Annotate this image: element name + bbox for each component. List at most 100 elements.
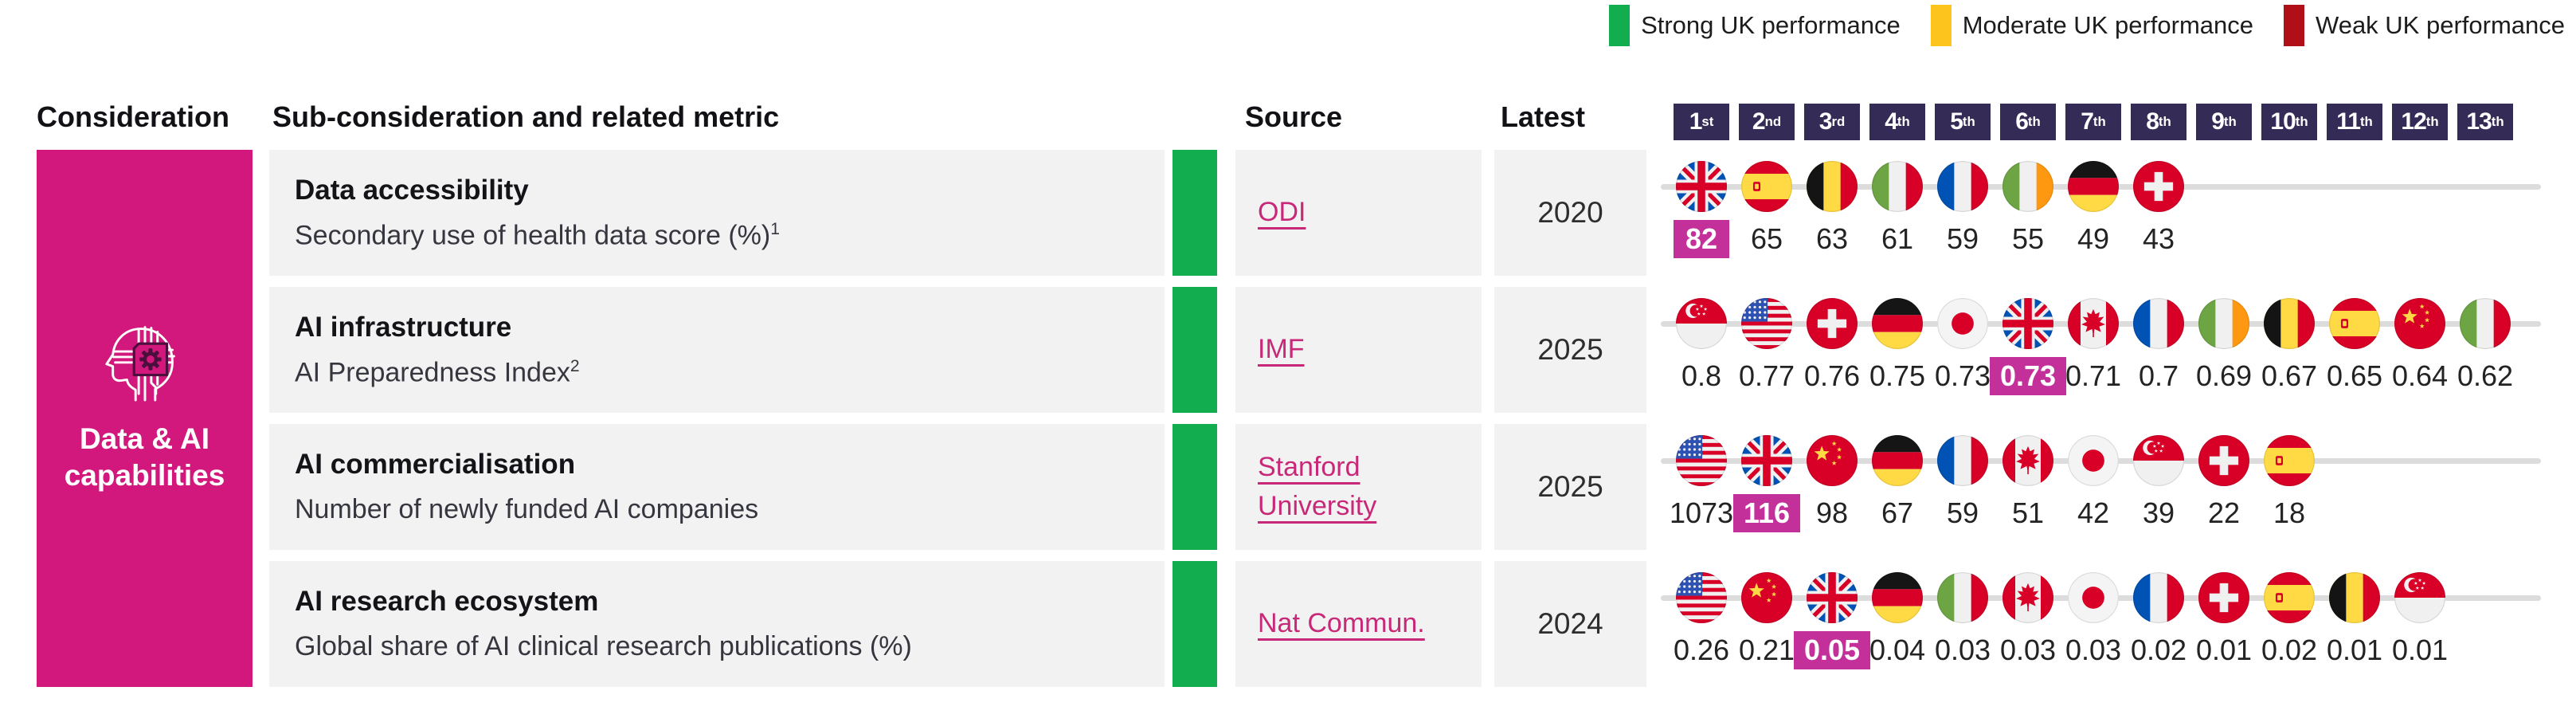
legend-item: Weak UK performance [2284,5,2565,46]
source-cell: ODI [1235,150,1482,276]
flag-it-icon [1937,572,1988,623]
legend-label: Weak UK performance [2316,11,2565,39]
source-link[interactable]: Nat Commun. [1258,608,1425,639]
sub-consideration-cell: Data accessibility Secondary use of heal… [269,150,1165,276]
rank-value: 39 [2142,496,2175,529]
flag-ch-icon [2198,572,2249,623]
flag-be-icon [1807,161,1858,212]
ranking-strip: 0.8 0.77 0.76 0.75 0.73 [1661,287,2562,413]
rank-value: 0.02 [2261,634,2318,666]
ranking-entry: 0.03 [2000,561,2056,669]
flag-ch-icon [1807,298,1858,349]
legend-label: Moderate UK performance [1962,11,2253,39]
rank-value: 0.75 [1869,359,1926,392]
flag-es-icon [2264,435,2315,486]
rank-value: 0.71 [2065,359,2122,392]
rank-value-uk-highlight: 0.05 [1793,631,1871,669]
source-cell: Nat Commun. [1235,561,1482,687]
ranking-entry: 0.01 [2392,561,2448,669]
ranking-entry: 61 [1869,150,1925,258]
table-header: Consideration Sub-consideration and rela… [37,94,2576,140]
rank-value: 98 [1815,496,1849,529]
rank-value: 0.04 [1869,634,1926,666]
ranking-entry: 0.05 [1793,561,1871,669]
flag-be-icon [2264,298,2315,349]
source-link[interactable]: Stanford University [1258,451,1377,521]
ranking-strip: 0.26 0.21 0.05 0.04 0.03 [1661,561,2562,687]
ranking-entry: 0.64 [2392,287,2448,395]
rank-value: 0.02 [2130,634,2187,666]
ranking-entry: 18 [2261,424,2317,532]
ranking-entry: 59 [1935,424,1991,532]
flag-fr-icon [1937,435,1988,486]
rank-value: 1073 [1669,496,1734,529]
flag-jp-icon [2068,572,2119,623]
flag-ch-icon [2133,161,2184,212]
source-link[interactable]: ODI [1258,197,1306,228]
flag-de-icon [1872,435,1923,486]
flag-gb-icon [1807,572,1858,623]
rank-value: 0.01 [2326,634,2383,666]
ranking-entry: 0.8 [1674,287,1729,395]
ranking-entry: 0.71 [2065,287,2121,395]
ranking-entry: 0.03 [1935,561,1991,669]
latest-cell: 2025 [1494,424,1646,550]
rank-value: 43 [2142,222,2175,255]
flag-ie-icon [2198,298,2249,349]
flag-sg-icon [1676,298,1727,349]
sub-consideration-cell: AI research ecosystem Global share of AI… [269,561,1165,687]
sub-consideration-title: Data accessibility [295,174,529,206]
flag-us-icon [1741,298,1792,349]
ranking-entry: 0.77 [1739,287,1795,395]
metric-label: Number of newly funded AI companies [295,494,759,524]
ranking-entry: 39 [2131,424,2186,532]
source-cell: IMF [1235,287,1482,413]
legend-item: Strong UK performance [1609,5,1901,46]
flag-it-icon [2460,298,2511,349]
ranking-entry: 0.02 [2261,561,2317,669]
flag-jp-icon [2068,435,2119,486]
rank-value: 0.01 [2195,634,2253,666]
ranking-strip: 1073 116 98 67 59 [1661,424,2562,550]
flag-us-icon [1676,572,1727,623]
ranking-entry: 51 [2000,424,2056,532]
performance-indicator-strong [1173,287,1217,413]
ranking-entry: 98 [1804,424,1860,532]
ranking-entry: 65 [1739,150,1795,258]
flag-ca-icon [2002,572,2053,623]
rank-value: 0.62 [2457,359,2514,392]
ranking-entry: 0.04 [1869,561,1925,669]
legend: Strong UK performance Moderate UK perfor… [1609,5,2565,46]
rank-value: 49 [2077,222,2110,255]
ranking-entry: 0.03 [2065,561,2121,669]
rank-value: 65 [1750,222,1783,255]
ranking-entry: 55 [2000,150,2056,258]
table-body: Data & AI capabilities Data accessibilit… [37,150,2576,687]
flag-cn-icon [2394,298,2445,349]
rank-value: 51 [2011,496,2045,529]
source-link[interactable]: IMF [1258,334,1305,365]
col-header-sub-consideration: Sub-consideration and related metric [272,100,780,133]
ranking-entry: 42 [2065,424,2121,532]
rank-value: 59 [1946,222,1979,255]
col-header-latest: Latest [1501,100,1586,133]
sub-consideration-title: AI infrastructure [295,311,512,343]
ranking-entry: 0.67 [2261,287,2317,395]
legend-swatch [2284,5,2304,46]
rank-value: 61 [1881,222,1914,255]
rank-value: 67 [1881,496,1914,529]
flag-cn-icon [1741,572,1792,623]
ranking-entry: 59 [1935,150,1991,258]
ranking-entry: 22 [2196,424,2252,532]
flag-gb-icon [2002,298,2053,349]
